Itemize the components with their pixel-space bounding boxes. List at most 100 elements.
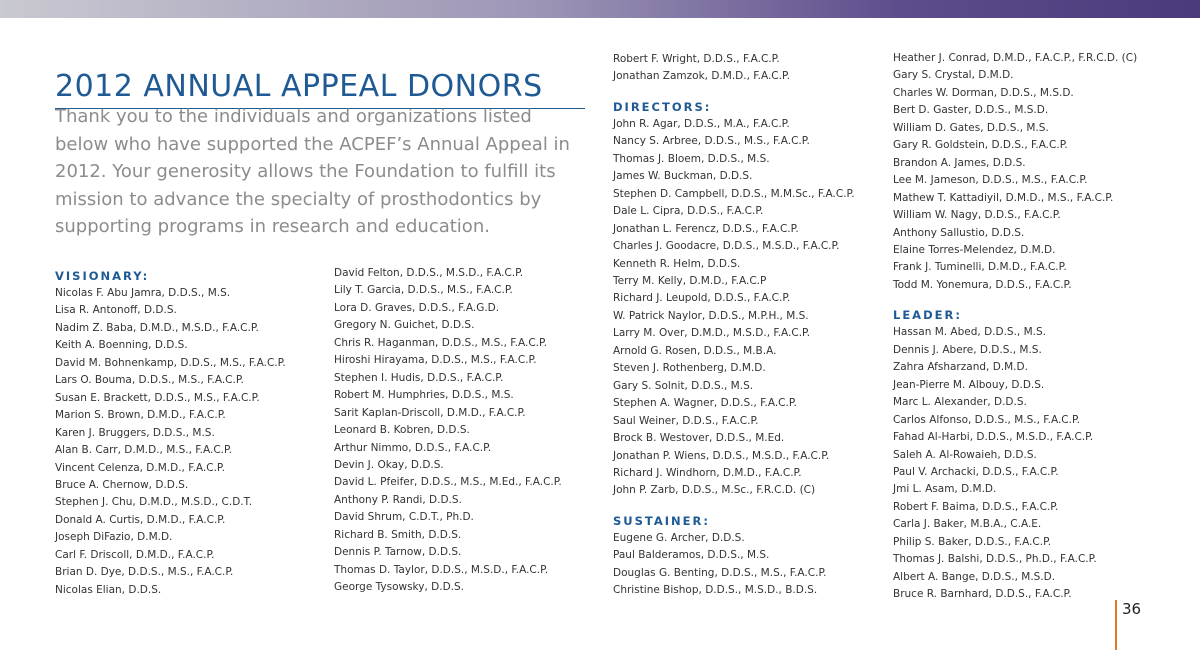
donor-name: Kenneth R. Helm, D.D.S.: [613, 257, 741, 270]
donor-name: Lisa R. Antonoff, D.D.S.: [55, 304, 177, 317]
donor-name: David L. Pfeifer, D.D.S., M.S., M.Ed., F…: [334, 476, 562, 489]
donor-name: Arthur Nimmo, D.D.S., F.A.C.P.: [334, 441, 492, 454]
donor-name: Stephen J. Chu, D.M.D., M.S.D., C.D.T.: [55, 496, 253, 509]
donor-name: Robert F. Wright, D.D.S., F.A.C.P.: [613, 53, 780, 65]
donor-name: Lily T. Garcia, D.D.S., M.S., F.A.C.P.: [334, 284, 513, 297]
donor-name: Jmi L. Asam, D.M.D.: [893, 483, 997, 496]
donor-name: Richard B. Smith, D.D.S.: [334, 528, 462, 541]
donor-name: Anthony P. Randi, D.D.S.: [334, 493, 462, 506]
donor-name: Stephen A. Wagner, D.D.S., F.A.C.P.: [613, 397, 797, 410]
donor-name: Carlos Alfonso, D.D.S., M.S., F.A.C.P.: [893, 413, 1081, 426]
donor-name: Marc L. Alexander, D.D.S.: [893, 396, 1027, 409]
donor-name: Lee M. Jameson, D.D.S., M.S., F.A.C.P.: [893, 174, 1088, 187]
donor-name: Charles J. Goodacre, D.D.S., M.S.D., F.A…: [613, 240, 840, 253]
donor-name: Albert A. Bange, D.D.S., M.S.D.: [893, 570, 1056, 583]
donor-name: Gary S. Solnit, D.D.S., M.S.: [613, 379, 754, 392]
donor-column: Robert F. Wright, D.D.S., F.A.C.P. Jonath…: [613, 51, 888, 600]
donor-name: Thomas D. Taylor, D.D.S., M.S.D., F.A.C.…: [334, 563, 549, 576]
section-heading: SUSTAINER:: [613, 513, 710, 528]
donor-name: Alan B. Carr, D.M.D., M.S., F.A.C.P.: [55, 444, 233, 457]
donor-name: Nicolas F. Abu Jamra, D.D.S., M.S.: [55, 287, 231, 299]
donor-name: Terry M. Kelly, D.M.D., F.A.C.P: [613, 274, 767, 287]
donor-name: Stephen D. Campbell, D.D.S., M.M.Sc., F.…: [613, 187, 855, 200]
donor-name: Nicolas Elian, D.D.S.: [55, 583, 162, 596]
donor-name: Karen J. Bruggers, D.D.S., M.S.: [55, 426, 215, 439]
donor-name: Richard J. Leupold, D.D.S., F.A.C.P.: [613, 292, 791, 305]
donor-name: Richard J. Windhorn, D.M.D., F.A.C.P.: [613, 466, 802, 479]
donor-name: Robert F. Baima, D.D.S., F.A.C.P.: [893, 500, 1059, 513]
donor-name: Robert M. Humphries, D.D.S., M.S.: [334, 389, 514, 402]
donor-name: Anthony Sallustio, D.D.S.: [893, 226, 1025, 239]
page-title: 2012 ANNUAL APPEAL DONORS: [55, 68, 585, 110]
donor-name: Larry M. Over, D.M.D., M.S.D., F.A.C.P.: [613, 327, 811, 340]
donor-name: Paul Balderamos, D.D.S., M.S.: [613, 549, 770, 562]
donor-name: Philip S. Baker, D.D.S., F.A.C.P.: [893, 535, 1052, 548]
donor-name: Brian D. Dye, D.D.S., M.S., F.A.C.P.: [55, 566, 234, 579]
donor-name: Mathew T. Kattadiyil, D.M.D., M.S., F.A.…: [893, 191, 1114, 204]
donor-name: Vincent Celenza, D.M.D., F.A.C.P.: [55, 461, 225, 474]
donor-name: Devin J. Okay, D.D.S.: [334, 458, 444, 471]
donor-name: Zahra Afsharzand, D.M.D.: [893, 361, 1028, 374]
donor-column: David Felton, D.D.S., M.S.D., F.A.C.P. Li…: [334, 265, 609, 597]
donor-name: William W. Nagy, D.D.S., F.A.C.P.: [893, 209, 1061, 222]
donor-name: Gary S. Crystal, D.M.D.: [893, 69, 1014, 82]
donor-name: Christine Bishop, D.D.S., M.S.D., B.D.S.: [613, 584, 818, 597]
donor-name: George Tysowsky, D.D.S.: [334, 581, 465, 594]
donor-name: Brandon A. James, D.D.S.: [893, 156, 1026, 169]
donor-name: Jonathan Zamzok, D.M.D., F.A.C.P.: [613, 70, 791, 83]
intro-text: Thank you to the individuals and organiz…: [55, 106, 570, 237]
donor-name: Lora D. Graves, D.D.S., F.A.G.D.: [334, 301, 500, 314]
donor-name: Gregory N. Guichet, D.D.S.: [334, 319, 475, 332]
donor-name: Carl F. Driscoll, D.M.D., F.A.C.P.: [55, 548, 215, 561]
page-number: 36: [1122, 600, 1142, 618]
donor-name: W. Patrick Naylor, D.D.S., M.P.H., M.S.: [613, 309, 809, 322]
donor-name: Lars O. Bouma, D.D.S., M.S., F.A.C.P.: [55, 374, 244, 387]
donor-name: Fahad Al-Harbi, D.D.S., M.S.D., F.A.C.P.: [893, 431, 1094, 444]
donor-name: Dennis P. Tarnow, D.D.S.: [334, 546, 462, 559]
donor-name: Stephen I. Hudis, D.D.S., F.A.C.P.: [334, 371, 504, 384]
donor-name: Dale L. Cipra, D.D.S., F.A.C.P.: [613, 205, 764, 218]
donor-name: Keith A. Boenning, D.D.S.: [55, 339, 188, 352]
donor-name: Susan E. Brackett, D.D.S., M.S., F.A.C.P…: [55, 391, 260, 404]
donor-name: James W. Buckman, D.D.S.: [613, 170, 753, 183]
donor-name: Hiroshi Hirayama, D.D.S., M.S., F.A.C.P.: [334, 354, 537, 367]
donor-name: Douglas G. Benting, D.D.S., M.S., F.A.C.…: [613, 566, 827, 579]
donor-name: David M. Bohnenkamp, D.D.S., M.S., F.A.C…: [55, 356, 286, 369]
donor-name: Leonard B. Kobren, D.D.S.: [334, 424, 470, 437]
donor-name: John P. Zarb, D.D.S., M.Sc., F.R.C.D. (C…: [613, 484, 816, 497]
donor-name: Heather J. Conrad, D.M.D., F.A.C.P., F.R…: [893, 52, 1138, 64]
donor-name: Jonathan L. Ferencz, D.D.S., F.A.C.P.: [613, 222, 799, 235]
donor-name: Donald A. Curtis, D.M.D., F.A.C.P.: [55, 513, 226, 526]
donor-name: Thomas J. Bloem, D.D.S., M.S.: [613, 152, 770, 165]
donor-name: Brock B. Westover, D.D.S., M.Ed.: [613, 432, 785, 445]
page-number-rule: [1115, 600, 1117, 650]
donor-name: Eugene G. Archer, D.D.S.: [613, 531, 745, 544]
donor-name: Gary R. Goldstein, D.D.S., F.A.C.P.: [893, 139, 1068, 152]
donor-name: Dennis J. Abere, D.D.S., M.S.: [893, 343, 1042, 356]
top-bar: [0, 0, 1200, 18]
donor-name: John R. Agar, D.D.S., M.A., F.A.C.P.: [613, 117, 790, 130]
section-heading: DIRECTORS:: [613, 99, 712, 114]
donor-name: Sarit Kaplan-Driscoll, D.M.D., F.A.C.P.: [334, 406, 526, 419]
donor-name: William D. Gates, D.D.S., M.S.: [893, 121, 1049, 134]
donor-column: VISIONARY: Nicolas F. Abu Jamra, D.D.S., …: [55, 255, 330, 599]
donor-name: Todd M. Yonemura, D.D.S., F.A.C.P.: [893, 278, 1072, 291]
donor-name: Thomas J. Balshi, D.D.S., Ph.D., F.A.C.P…: [893, 553, 1097, 566]
donor-name: Bruce A. Chernow, D.D.S.: [55, 478, 189, 491]
donor-name: Paul V. Archacki, D.D.S., F.A.C.P.: [893, 465, 1059, 478]
donor-name: Arnold G. Rosen, D.D.S., M.B.A.: [613, 344, 777, 357]
donor-name: Saul Weiner, D.D.S., F.A.C.P.: [613, 414, 759, 427]
donor-name: Marion S. Brown, D.M.D., F.A.C.P.: [55, 409, 226, 422]
donor-name: Charles W. Dorman, D.D.S., M.S.D.: [893, 86, 1074, 99]
donor-name: Hassan M. Abed, D.D.S., M.S.: [893, 326, 1047, 339]
donor-name: Carla J. Baker, M.B.A., C.A.E.: [893, 518, 1042, 531]
donor-name: Nadim Z. Baba, D.M.D., M.S.D., F.A.C.P.: [55, 321, 259, 334]
donor-name: Steven J. Rothenberg, D.M.D.: [613, 362, 766, 375]
donor-name: Frank J. Tuminelli, D.M.D., F.A.C.P.: [893, 261, 1067, 274]
donor-name: Jean-Pierre M. Albouy, D.D.S.: [893, 378, 1045, 391]
donor-name: Chris R. Haganman, D.D.S., M.S., F.A.C.P…: [334, 336, 548, 349]
donor-name: Nancy S. Arbree, D.D.S., M.S., F.A.C.P.: [613, 135, 810, 148]
donor-name: Jonathan P. Wiens, D.D.S., M.S.D., F.A.C…: [613, 449, 830, 462]
donor-name: Joseph DiFazio, D.M.D.: [55, 531, 173, 544]
